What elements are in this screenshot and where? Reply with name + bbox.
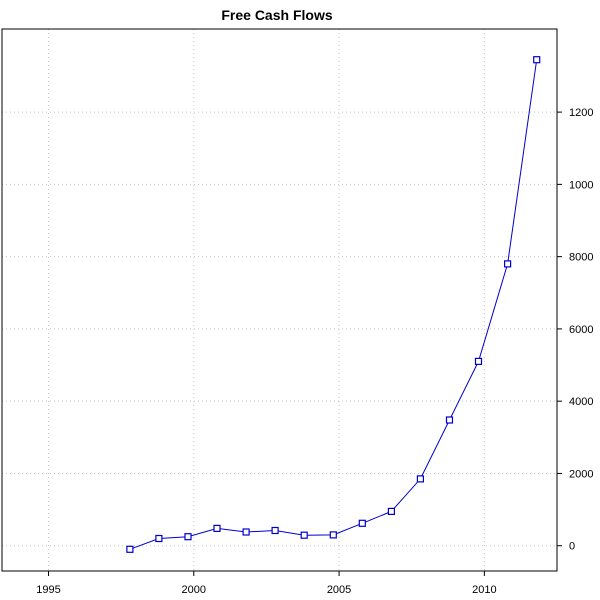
data-point bbox=[184, 533, 192, 541]
y-tick-label: 8000 bbox=[569, 252, 593, 264]
x-axis: 1995 2000 2005 2010 bbox=[36, 571, 497, 596]
data-point bbox=[155, 534, 163, 543]
y-tick-label: 0 bbox=[569, 541, 575, 553]
data-point bbox=[358, 519, 366, 527]
y-tick-label: 6000 bbox=[569, 324, 593, 336]
x-tick-label: 2005 bbox=[327, 584, 351, 596]
data-point bbox=[126, 545, 134, 553]
series-layer bbox=[126, 56, 541, 553]
plot-frame bbox=[1, 28, 558, 572]
data-point bbox=[271, 526, 279, 535]
chart-title: Free Cash Flows bbox=[221, 7, 332, 23]
y-axis: 0 2000 4000 6000 8000 1000 1200 bbox=[557, 107, 593, 553]
data-point bbox=[387, 507, 395, 515]
data-point bbox=[242, 528, 250, 536]
data-point bbox=[504, 260, 512, 268]
y-tick-label: 2000 bbox=[569, 468, 593, 480]
x-tick-label: 2000 bbox=[182, 584, 206, 596]
data-point bbox=[474, 357, 483, 365]
y-tick-label: 1200 bbox=[569, 107, 593, 119]
data-point bbox=[213, 524, 221, 533]
data-point bbox=[416, 475, 424, 483]
y-tick-label: 4000 bbox=[569, 396, 593, 408]
data-point bbox=[533, 56, 541, 64]
data-point bbox=[300, 531, 308, 539]
data-point bbox=[329, 531, 337, 539]
x-tick-label: 1995 bbox=[36, 584, 60, 596]
grid bbox=[2, 29, 557, 571]
y-tick-label: 1000 bbox=[569, 179, 593, 191]
data-point bbox=[445, 416, 454, 424]
series-line bbox=[129, 59, 538, 550]
x-tick-label: 2010 bbox=[472, 584, 496, 596]
